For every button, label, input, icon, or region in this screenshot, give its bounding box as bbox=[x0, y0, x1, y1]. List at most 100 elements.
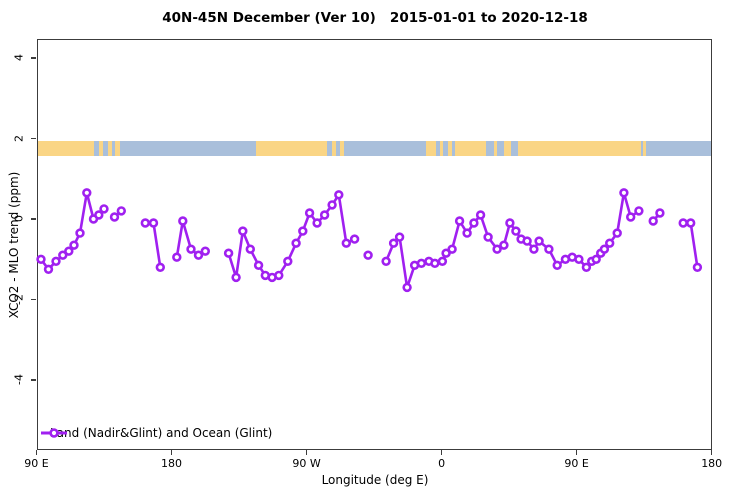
legend-marker-icon bbox=[41, 428, 67, 438]
data-point-marker bbox=[511, 226, 521, 236]
data-point-marker bbox=[193, 250, 204, 260]
ocean-segment bbox=[451, 141, 456, 156]
data-point-marker bbox=[172, 252, 182, 262]
data-point-marker bbox=[64, 246, 74, 256]
data-point-marker bbox=[447, 244, 457, 254]
y-tick-mark bbox=[31, 218, 36, 220]
land-segment bbox=[331, 141, 337, 156]
data-point-marker bbox=[454, 216, 465, 226]
data-point-marker bbox=[634, 206, 644, 216]
y-tick-label: -4 bbox=[12, 374, 26, 385]
data-point-marker bbox=[534, 236, 544, 246]
data-point-marker bbox=[99, 204, 109, 214]
x-tick-mark bbox=[575, 450, 578, 455]
x-tick-mark bbox=[35, 450, 38, 455]
ocean-segment bbox=[510, 141, 519, 156]
data-series-line bbox=[39, 191, 105, 271]
chart-title: 40N-45N December (Ver 10) 2015-01-01 to … bbox=[162, 10, 588, 26]
land-segment bbox=[504, 141, 511, 156]
land-segment bbox=[493, 141, 497, 156]
x-tick-mark bbox=[170, 450, 173, 455]
data-series-line bbox=[384, 191, 640, 289]
y-axis-label: XCO2 - MLO trend (ppm) bbox=[7, 171, 21, 319]
data-point-marker bbox=[43, 264, 54, 274]
x-tick-label: 0 bbox=[438, 457, 446, 470]
y-tick-mark bbox=[31, 298, 36, 301]
land-segment bbox=[108, 141, 112, 156]
data-point-marker bbox=[178, 216, 188, 226]
data-series-line bbox=[145, 221, 162, 268]
ocean-segment bbox=[443, 141, 448, 156]
legend-label: Land (Nadir&Glint) and Ocean (Glint) bbox=[50, 426, 273, 440]
data-point-marker bbox=[155, 262, 166, 272]
data-point-marker bbox=[483, 232, 493, 242]
data-point-marker bbox=[692, 262, 703, 272]
ocean-segment bbox=[645, 141, 711, 156]
x-tick-label: 180 bbox=[701, 457, 723, 470]
data-point-marker bbox=[69, 240, 79, 250]
y-tick-mark bbox=[31, 57, 36, 59]
ocean-segment bbox=[336, 141, 340, 156]
land-segment bbox=[439, 141, 444, 156]
data-point-marker bbox=[416, 258, 427, 268]
y-tick-label: 2 bbox=[12, 134, 26, 142]
land-segment bbox=[455, 141, 487, 156]
data-point-marker bbox=[685, 218, 696, 228]
data-point-marker bbox=[462, 228, 472, 238]
x-tick-label: 90 E bbox=[24, 457, 49, 470]
land-segment bbox=[37, 141, 94, 156]
ocean-segment bbox=[93, 141, 100, 156]
data-point-marker bbox=[437, 256, 448, 266]
x-tick-label: 90 W bbox=[292, 457, 321, 470]
x-axis-label: Longitude (deg E) bbox=[321, 473, 429, 487]
data-point-marker bbox=[51, 256, 61, 266]
data-point-marker bbox=[648, 216, 658, 226]
land-segment bbox=[99, 141, 103, 156]
data-point-marker bbox=[253, 260, 264, 270]
ocean-segment bbox=[496, 141, 505, 156]
data-point-marker bbox=[291, 238, 301, 248]
data-point-marker bbox=[304, 208, 315, 218]
data-point-marker bbox=[231, 272, 241, 283]
data-point-marker bbox=[319, 210, 330, 220]
data-point-marker bbox=[148, 218, 159, 228]
data-point-marker bbox=[552, 260, 562, 270]
legend: Land (Nadir&Glint) and Ocean (Glint) bbox=[40, 425, 272, 441]
data-point-marker bbox=[678, 218, 688, 228]
ocean-segment bbox=[120, 141, 256, 156]
data-point-marker bbox=[388, 238, 399, 248]
data-point-marker bbox=[312, 218, 322, 228]
data-point-marker bbox=[475, 210, 486, 220]
data-point-marker bbox=[499, 240, 509, 250]
ocean-segment bbox=[327, 141, 332, 156]
data-point-marker bbox=[381, 256, 391, 266]
y-tick-mark bbox=[31, 379, 36, 381]
data-point-marker bbox=[492, 244, 502, 254]
data-point-marker bbox=[200, 246, 211, 256]
x-tick-mark bbox=[710, 450, 713, 455]
data-point-marker bbox=[394, 232, 405, 242]
data-point-marker bbox=[402, 282, 412, 293]
ocean-segment bbox=[343, 141, 427, 156]
data-point-marker bbox=[349, 234, 360, 244]
data-point-marker bbox=[36, 254, 46, 264]
land-segment bbox=[518, 141, 641, 156]
x-tick-label: 90 E bbox=[564, 457, 589, 470]
data-point-marker bbox=[581, 262, 592, 272]
y-tick-label: 4 bbox=[12, 54, 26, 61]
data-point-marker bbox=[283, 256, 293, 266]
data-point-marker bbox=[469, 218, 479, 228]
data-point-marker bbox=[238, 226, 248, 236]
data-point-marker bbox=[116, 206, 127, 216]
y-tick-mark bbox=[31, 137, 36, 140]
data-point-marker bbox=[574, 254, 584, 264]
data-point-marker bbox=[591, 254, 601, 264]
data-point-marker bbox=[58, 250, 68, 260]
land-ocean-band bbox=[37, 141, 711, 156]
data-point-marker bbox=[612, 228, 622, 238]
x-tick-mark bbox=[305, 450, 308, 455]
data-point-marker bbox=[604, 238, 615, 248]
data-point-marker bbox=[245, 244, 256, 254]
x-tick-mark bbox=[440, 450, 443, 455]
